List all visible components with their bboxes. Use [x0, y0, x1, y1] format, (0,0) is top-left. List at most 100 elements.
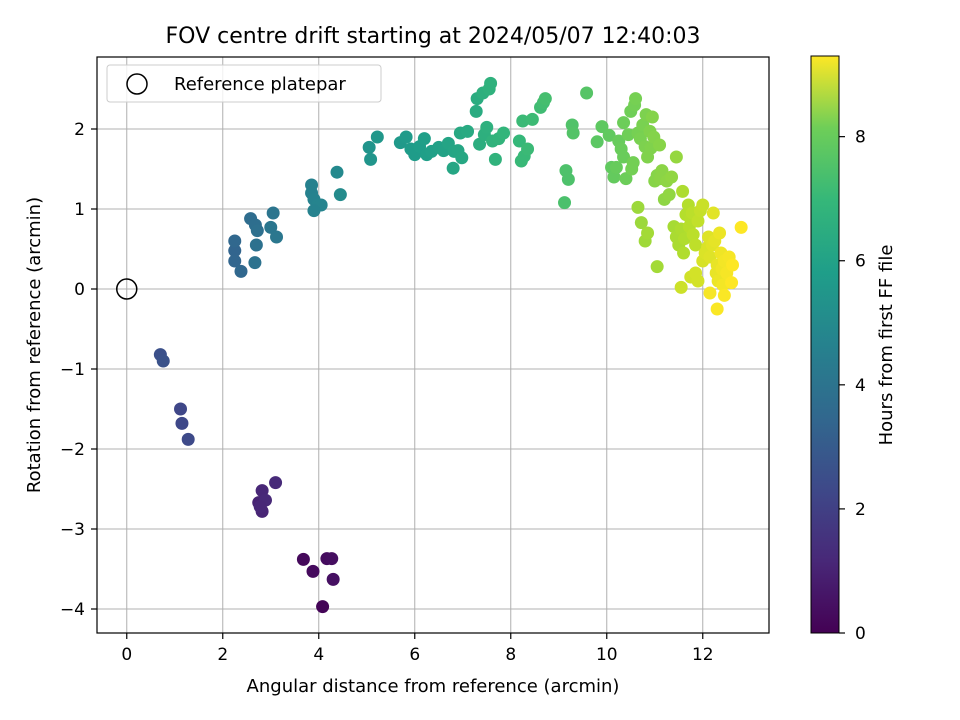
data-point: [253, 500, 267, 514]
data-point: [484, 76, 498, 90]
data-point: [325, 552, 339, 566]
data-point: [497, 126, 511, 140]
data-point: [641, 226, 655, 240]
data-point: [634, 216, 648, 230]
colorbar-tick-label: 4: [855, 376, 866, 396]
plot-background: [97, 57, 769, 633]
y-axis-ticks: −4 −3 −2 −1 0 1 2: [60, 120, 97, 620]
data-point: [362, 140, 376, 154]
data-point: [734, 220, 748, 234]
data-point: [488, 152, 502, 166]
data-point: [455, 151, 469, 165]
data-point: [521, 142, 535, 156]
data-point: [175, 416, 189, 430]
data-point: [713, 226, 727, 240]
data-point: [602, 128, 616, 142]
data-point: [726, 258, 740, 272]
legend-marker-icon: [126, 73, 148, 95]
colorbar-tick-label: 0: [855, 624, 866, 644]
data-point: [696, 198, 710, 212]
y-tick-label: 0: [74, 280, 85, 300]
data-point: [691, 274, 705, 288]
data-point: [590, 135, 604, 149]
data-point: [250, 224, 264, 238]
data-point: [446, 161, 460, 175]
data-point: [270, 230, 284, 244]
data-point: [655, 164, 669, 178]
y-tick-label: −4: [60, 600, 85, 620]
x-tick-label: 8: [505, 645, 516, 665]
x-tick-label: 10: [596, 645, 618, 665]
data-point: [703, 286, 717, 300]
x-tick-label: 6: [409, 645, 420, 665]
plot-frame: [96, 56, 770, 634]
data-point: [264, 220, 278, 234]
data-point: [516, 114, 530, 128]
data-point: [580, 86, 594, 100]
data-point: [306, 564, 320, 578]
x-axis-label: Angular distance from reference (arcmin): [247, 676, 620, 697]
grid-lines: [97, 57, 769, 633]
data-point: [725, 276, 739, 290]
y-tick-label: 1: [74, 200, 85, 220]
data-point: [662, 188, 676, 202]
data-point: [631, 200, 645, 214]
data-point: [538, 92, 552, 106]
data-point: [653, 138, 667, 152]
data-point: [307, 204, 321, 218]
data-point: [399, 130, 413, 144]
data-point: [417, 132, 431, 146]
data-point: [595, 120, 609, 134]
data-point: [710, 302, 724, 316]
data-point: [621, 128, 635, 142]
data-point: [316, 600, 330, 614]
data-point: [665, 170, 679, 184]
scatter-points: [153, 76, 748, 614]
data-point: [228, 234, 242, 248]
data-point: [686, 228, 700, 242]
colorbar-ticks: 0 2 4 6 8: [839, 128, 866, 644]
reference-point-marker: [116, 278, 138, 300]
data-point: [234, 264, 248, 278]
y-tick-label: −3: [60, 520, 85, 540]
data-point: [228, 244, 242, 258]
legend: Reference platepar: [106, 64, 382, 103]
data-point: [461, 124, 475, 138]
legend-entry-label: Reference platepar: [174, 74, 346, 95]
data-point: [609, 160, 623, 174]
data-point: [248, 256, 262, 270]
data-point: [669, 150, 683, 164]
colorbar-tick-label: 8: [855, 128, 866, 148]
data-point: [469, 104, 483, 118]
data-point: [689, 238, 703, 252]
data-point: [717, 288, 731, 302]
data-point: [174, 402, 188, 416]
data-point: [512, 134, 526, 148]
data-point: [626, 156, 640, 170]
colorbar-tick-label: 6: [855, 252, 866, 272]
data-point: [473, 137, 487, 151]
data-point: [676, 184, 690, 198]
data-point: [674, 280, 688, 294]
x-tick-label: 0: [121, 645, 132, 665]
data-point: [480, 120, 494, 134]
x-tick-label: 12: [692, 645, 714, 665]
chart-title: FOV centre drift starting at 2024/05/07 …: [166, 24, 701, 49]
y-tick-label: 2: [74, 120, 85, 140]
colorbar-tick-label: 2: [855, 500, 866, 520]
data-point: [525, 112, 539, 126]
data-point: [326, 572, 340, 586]
colorbar-label: Hours from first FF file: [876, 245, 897, 446]
data-point: [269, 476, 283, 490]
x-tick-label: 4: [313, 645, 324, 665]
y-tick-label: −1: [60, 360, 85, 380]
data-point: [561, 172, 575, 186]
y-axis-label: Rotation from reference (arcmin): [24, 197, 45, 493]
x-axis-ticks: 0 2 4 6 8 10 12: [121, 633, 714, 665]
data-point: [617, 150, 631, 164]
data-point: [706, 206, 720, 220]
data-point: [249, 238, 263, 252]
data-point: [645, 110, 659, 124]
y-tick-label: −2: [60, 440, 85, 460]
